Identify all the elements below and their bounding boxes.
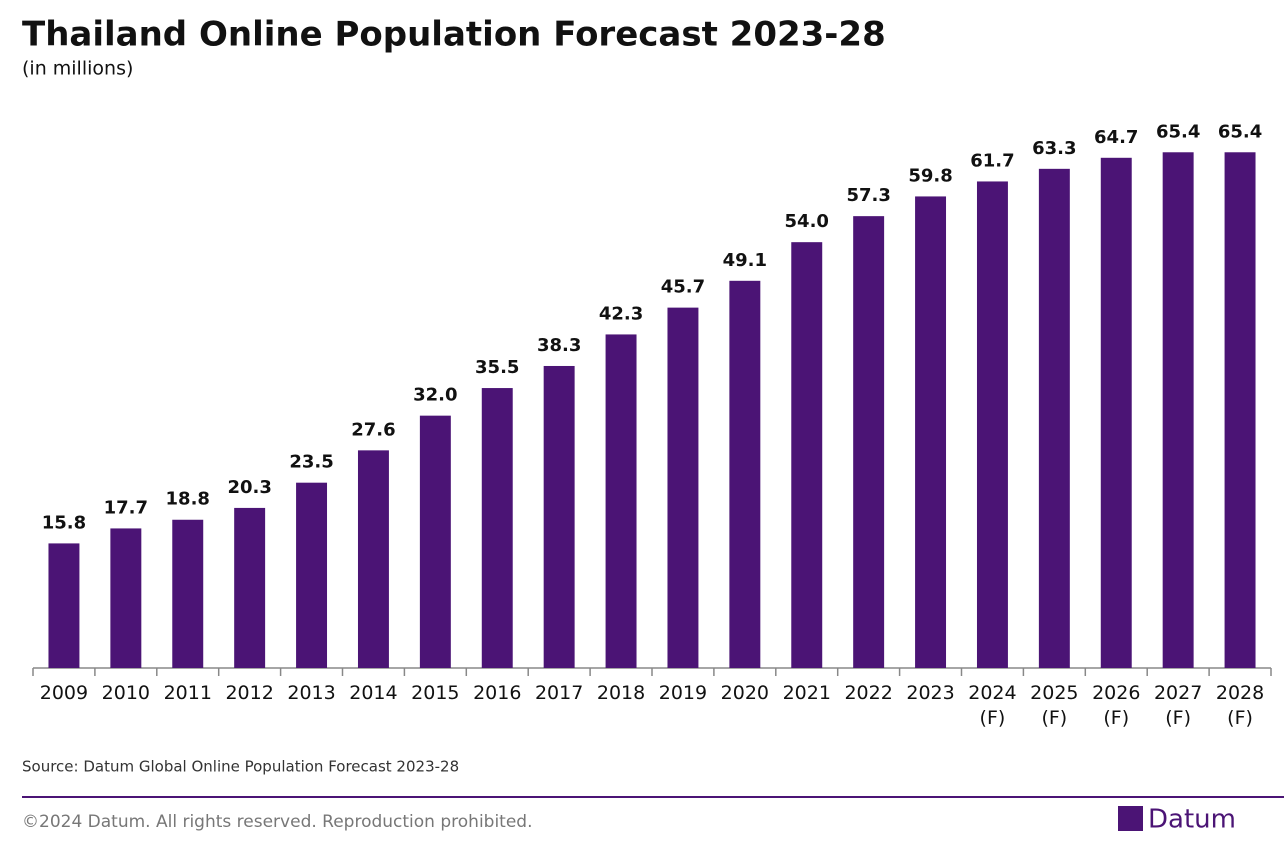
- bar: [915, 196, 947, 669]
- x-tick-label: 2013: [287, 682, 336, 704]
- bar: [1038, 168, 1070, 668]
- bar: [110, 528, 142, 668]
- value-label: 17.7: [104, 497, 148, 518]
- bar: [853, 216, 885, 669]
- value-label: 27.6: [351, 419, 395, 440]
- bar: [729, 280, 761, 668]
- x-tick-label: 2010: [101, 682, 151, 704]
- bar: [172, 519, 204, 668]
- bar: [296, 482, 328, 668]
- x-tick-label: 2024 (F): [968, 682, 1017, 729]
- x-tick-label: 2022: [844, 682, 893, 704]
- value-label: 64.7: [1094, 127, 1138, 148]
- value-label: 23.5: [289, 452, 333, 473]
- value-label: 18.8: [166, 489, 210, 510]
- value-label: 32.0: [413, 385, 457, 406]
- bar: [667, 307, 699, 668]
- x-tick-label: 2025 (F): [1030, 682, 1079, 729]
- x-tick-label: 2011: [163, 682, 212, 704]
- bar: [976, 181, 1008, 669]
- value-label: 65.4: [1156, 121, 1200, 142]
- value-label: 15.8: [42, 512, 86, 533]
- x-tick-label: 2020: [720, 682, 770, 704]
- x-tick-label: 2012: [225, 682, 274, 704]
- value-label: 42.3: [599, 303, 643, 324]
- bar: [1224, 152, 1256, 668]
- value-label: 61.7: [970, 150, 1014, 171]
- value-label: 54.0: [785, 211, 829, 232]
- source: Source: Datum Global Online Population F…: [22, 758, 459, 776]
- copyright: ©2024 Datum. All rights reserved. Reprod…: [22, 812, 533, 832]
- bar: [1162, 152, 1194, 668]
- x-tick-label: 2017: [534, 682, 584, 704]
- chart-title: Thailand Online Population Forecast 2023…: [22, 15, 886, 55]
- value-label: 35.5: [475, 357, 519, 378]
- value-label: 57.3: [846, 185, 890, 206]
- bar: [1100, 157, 1132, 668]
- bar: [234, 507, 266, 668]
- x-tick-label: 2023: [906, 682, 955, 704]
- x-tick-label: 2014: [349, 682, 398, 704]
- x-tick-label: 2019: [658, 682, 708, 704]
- x-tick-label: 2016: [473, 682, 522, 704]
- value-label: 63.3: [1032, 138, 1076, 159]
- bar: [791, 242, 823, 668]
- x-tick-label: 2026 (F): [1092, 682, 1141, 729]
- value-label: 38.3: [537, 335, 581, 356]
- bar: [357, 450, 389, 668]
- x-tick-label: 2015: [411, 682, 460, 704]
- bar: [543, 365, 575, 668]
- x-tick-label: 2028 (F): [1215, 682, 1265, 729]
- chart-subtitle: (in millions): [22, 58, 133, 80]
- brand: Datum: [1148, 805, 1236, 835]
- x-tick-label: 2018: [596, 682, 646, 704]
- bar: [481, 388, 513, 668]
- logo-icon: [1118, 806, 1143, 831]
- value-label: 65.4: [1218, 121, 1262, 142]
- value-label: 49.1: [723, 250, 767, 271]
- value-label: 45.7: [661, 277, 705, 298]
- bar: [48, 543, 80, 668]
- value-label: 59.8: [908, 165, 952, 186]
- bar: [605, 334, 637, 668]
- value-label: 20.3: [227, 477, 271, 498]
- bar: [419, 415, 451, 668]
- x-tick-label: 2021: [782, 682, 831, 704]
- x-tick-label: 2009: [39, 682, 89, 704]
- x-tick-label: 2027 (F): [1153, 682, 1203, 729]
